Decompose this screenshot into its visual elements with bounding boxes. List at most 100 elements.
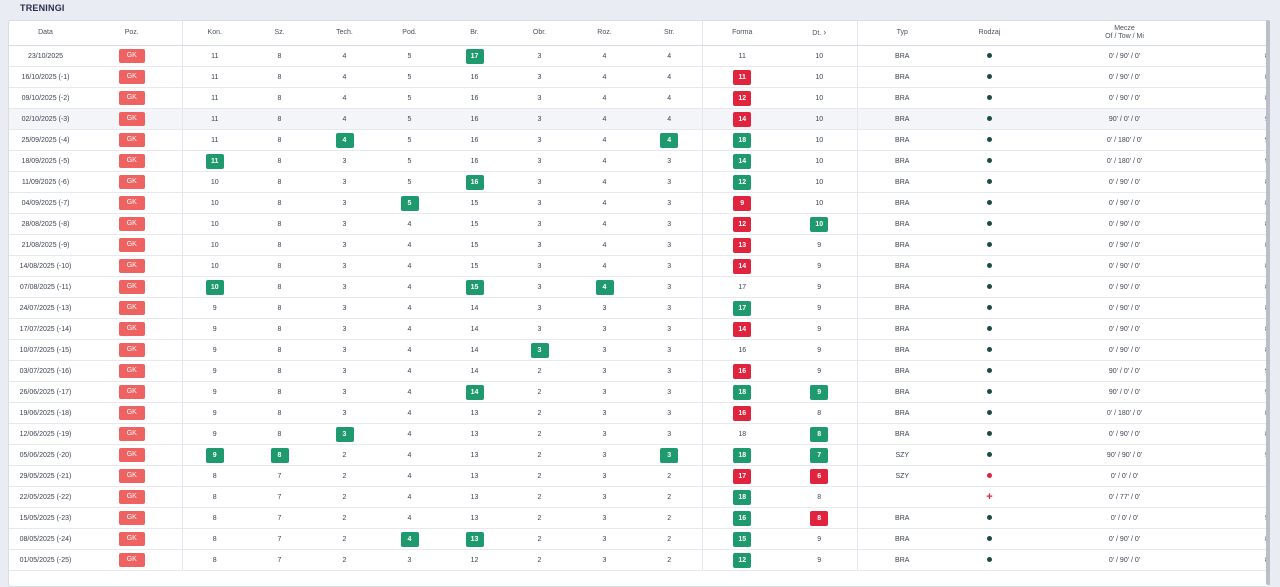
stat-value: 9	[212, 325, 217, 333]
forma-cell: 11	[702, 66, 782, 88]
col-header-poz[interactable]: Poz.	[82, 21, 183, 46]
stat-value: 3	[602, 556, 607, 564]
roz-cell: 3	[572, 360, 637, 382]
stat-value: 18	[738, 430, 747, 438]
table-row[interactable]: 12/06/2025 (-19) GK 9 8 3 4 13 2 3 3 18 8 BRA 0' / 90…	[9, 423, 1269, 445]
type-cell: BRA	[857, 549, 947, 571]
pod-cell: 4	[377, 213, 442, 235]
table-row[interactable]: 04/09/2025 (-7) GK 10 8 3 5 15 3 4 3 9 10 BRA 0' / 90…	[9, 192, 1269, 214]
kon-cell: 8	[182, 528, 247, 550]
table-row[interactable]: 19/06/2025 (-18) GK 9 8 3 4 13 2 3 3 16 8 BRA 0' / 18…	[9, 402, 1269, 424]
matches-minutes: 0' / 90' / 0'	[1108, 52, 1141, 60]
date-value: 23/10/2025	[27, 52, 64, 60]
col-header-roz[interactable]: Roz.	[572, 21, 637, 46]
forma-cell: 15	[702, 528, 782, 550]
table-row[interactable]: 05/06/2025 (-20) GK 9 8 2 4 13 2 3 3 18 7 SZY 90' / 9…	[9, 444, 1269, 466]
date-cell: 25/09/2025 (-4)	[9, 129, 82, 151]
pod-cell: 4	[377, 507, 442, 529]
table-row[interactable]: 29/05/2025 (-21) GK 8 7 2 4 13 2 3 2 17 6 SZY 0' / 0'…	[9, 465, 1269, 487]
stat-value: 5	[407, 136, 412, 144]
sz-cell: 7	[247, 528, 312, 550]
table-row[interactable]: 17/07/2025 (-14) GK 9 8 3 4 14 3 3 3 14 9 BRA 0' / 90…	[9, 318, 1269, 340]
col-header-obr[interactable]: Obr.	[507, 21, 572, 46]
roz-cell: 4	[572, 150, 637, 172]
table-row[interactable]: 14/08/2025 (-10) GK 10 8 3 4 15 3 4 3 14 9 BRA 0' / 9…	[9, 255, 1269, 277]
stat-value: 8	[277, 346, 282, 354]
table-row[interactable]: 07/08/2025 (-11) GK 10 8 3 4 15 3 4 3 17 9 BRA 0' / 9…	[9, 276, 1269, 298]
stat-value: 2	[537, 430, 542, 438]
dt-cell: 9	[782, 318, 858, 340]
col-header-forma[interactable]: Forma	[702, 21, 782, 46]
table-row[interactable]: 23/10/2025 GK 11 8 4 5 17 3 4 4 11 10 BRA 0' / 90' / …	[9, 45, 1269, 67]
date-cell: 18/09/2025 (-5)	[9, 150, 82, 172]
table-row[interactable]: 11/09/2025 (-6) GK 10 8 3 5 16 3 4 3 12 10 BRA 0' / 9…	[9, 171, 1269, 193]
kon-cell: 10	[182, 276, 247, 298]
stat-value: 3	[537, 220, 542, 228]
stat-value: 4	[602, 157, 607, 165]
position-badge: GK	[118, 343, 145, 357]
col-header-mecze[interactable]: Mecze Of / Tow / Mi	[1032, 21, 1217, 46]
position-badge: GK	[118, 217, 145, 231]
col-header-rodzaj[interactable]: Rodzaj	[947, 21, 1032, 46]
stat-value: 11	[211, 115, 219, 123]
col-header-dt[interactable]: Dt. ›	[782, 21, 858, 46]
table-row[interactable]: 28/08/2025 (-8) GK 10 8 3 4 15 3 4 3 12 10 BRA 0' / 9…	[9, 213, 1269, 235]
forma-cell: 17	[702, 276, 782, 298]
stat-decrease-badge: 14	[733, 111, 752, 127]
col-header-pod[interactable]: Pod.	[377, 21, 442, 46]
matches-cell: 0' / 90' / 0'	[1032, 276, 1217, 298]
table-row[interactable]: 01/05/2025 (-25) GK 8 7 2 3 12 2 3 2 12 9 BRA 0' / 90…	[9, 549, 1269, 571]
pod-cell: 4	[377, 465, 442, 487]
matches-minutes: 90' / 0' / 0'	[1108, 367, 1141, 375]
stat-value: 8	[212, 535, 217, 543]
stat-value: 5	[407, 94, 412, 102]
table-row[interactable]: 15/05/2025 (-23) GK 8 7 2 4 13 2 3 2 16 8 BRA 0' / 0'…	[9, 507, 1269, 529]
table-row[interactable]: 08/05/2025 (-24) GK 8 7 2 4 13 2 3 2 15 9 BRA 0' / 90…	[9, 528, 1269, 550]
forma-cell: 13	[702, 234, 782, 256]
table-row[interactable]: 21/08/2025 (-9) GK 10 8 3 4 15 3 4 3 13 9 BRA 0' / 90…	[9, 234, 1269, 256]
stat-value: 4	[407, 262, 412, 270]
matches-minutes: 90' / 0' / 0'	[1108, 115, 1141, 123]
stat-value: 10	[210, 262, 219, 270]
scrollbar[interactable]	[1266, 20, 1270, 585]
efficiency-cell: 85%	[1217, 192, 1269, 214]
col-header-data[interactable]: Data	[9, 21, 82, 46]
date-value: 01/05/2025 (-25)	[19, 556, 72, 564]
table-row[interactable]: 22/05/2025 (-22) GK 8 7 2 4 13 2 3 2 18 8 +0' / 77' …	[9, 486, 1269, 508]
col-header-kon[interactable]: Kon.	[182, 21, 247, 46]
roz-cell: 4	[572, 66, 637, 88]
stat-value: 2	[537, 409, 542, 417]
stat-value: 5	[407, 115, 412, 123]
stat-value: 4	[667, 94, 672, 102]
stat-value: 4	[602, 199, 607, 207]
col-header-typ[interactable]: Typ	[857, 21, 947, 46]
stat-value: 3	[537, 325, 542, 333]
col-header-str[interactable]: Str.	[637, 21, 703, 46]
table-row[interactable]: 10/07/2025 (-15) GK 9 8 3 4 14 3 3 3 16 9 BRA 0' / 90…	[9, 339, 1269, 361]
position-cell: GK	[82, 192, 183, 214]
col-header-br[interactable]: Br.	[442, 21, 507, 46]
sz-cell: 8	[247, 66, 312, 88]
col-header-efe[interactable]: Efe	[1217, 21, 1269, 46]
col-header-sz[interactable]: Sz.	[247, 21, 312, 46]
table-row[interactable]: 25/09/2025 (-4) GK 11 8 4 5 16 3 4 4 18 10 BRA 0' / 1…	[9, 129, 1269, 151]
table-row[interactable]: 09/10/2025 (-2) GK 11 8 4 5 16 3 4 4 12 10 BRA 0' / 9…	[9, 87, 1269, 109]
str-cell: 3	[637, 360, 703, 382]
stat-value: 4	[407, 409, 412, 417]
position-badge: GK	[118, 91, 145, 105]
type-cell	[857, 486, 947, 508]
training-type: BRA	[895, 535, 910, 543]
stat-value: 4	[407, 367, 412, 375]
table-row[interactable]: 16/10/2025 (-1) GK 11 8 4 5 16 3 4 4 11 10 BRA 0' / 9…	[9, 66, 1269, 88]
table-row[interactable]: 02/10/2025 (-3) GK 11 8 4 5 16 3 4 4 14 10 BRA 90' / …	[9, 108, 1269, 130]
table-row[interactable]: 03/07/2025 (-16) GK 9 8 3 4 14 2 3 3 16 9 BRA 90' / 0…	[9, 360, 1269, 382]
matches-cell: 0' / 180' / 0'	[1032, 402, 1217, 424]
table-row[interactable]: 18/09/2025 (-5) GK 11 8 3 5 16 3 4 3 14 10 BRA 0' / 1…	[9, 150, 1269, 172]
forma-cell: 18	[702, 381, 782, 403]
table-row[interactable]: 24/07/2025 (-13) GK 9 8 3 4 14 3 3 3 17 9 BRA 0' / 90…	[9, 297, 1269, 319]
date-cell: 12/06/2025 (-19)	[9, 423, 82, 445]
position-cell: GK	[82, 297, 183, 319]
col-header-tech[interactable]: Tech.	[312, 21, 377, 46]
roz-cell: 4	[572, 255, 637, 277]
table-row[interactable]: 26/06/2025 (-17) GK 9 8 3 4 14 2 3 3 18 9 BRA 90' / 0…	[9, 381, 1269, 403]
